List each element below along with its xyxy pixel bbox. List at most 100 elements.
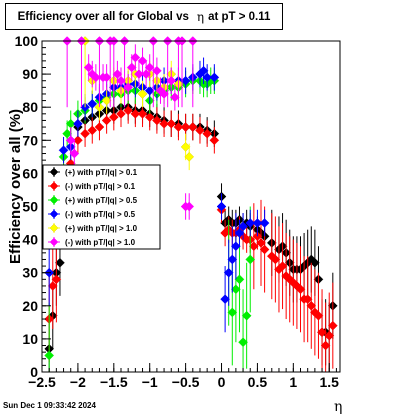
data-point	[144, 62, 155, 73]
data-point	[259, 218, 270, 228]
data-point	[152, 115, 162, 126]
x-tick-label: 0	[218, 374, 226, 390]
data-point	[302, 294, 313, 305]
data-point	[94, 122, 105, 132]
data-point	[101, 95, 112, 106]
data-point	[112, 69, 123, 79]
data-point	[202, 72, 213, 83]
data-point	[234, 228, 245, 238]
data-point	[73, 118, 83, 129]
data-point	[227, 307, 238, 318]
data-point	[209, 72, 220, 83]
legend-marker	[49, 237, 59, 247]
y-tick-label: 10	[22, 331, 38, 347]
data-point	[245, 254, 256, 265]
data-point	[187, 122, 198, 132]
data-point	[83, 62, 94, 73]
data-point	[238, 337, 248, 348]
data-point	[130, 108, 141, 119]
chart-title: Efficiency over all for Global vs η at p…	[5, 3, 283, 30]
data-point	[245, 218, 256, 228]
data-point	[216, 201, 227, 212]
data-point	[69, 148, 80, 159]
data-point	[241, 310, 252, 321]
data-point	[62, 128, 72, 139]
legend: (+) with pT/|q| > 0.1 (-) with pT/|q| > 0…	[42, 164, 161, 250]
y-axis-label: Efficiency over all (%)	[7, 109, 24, 264]
data-point	[116, 75, 126, 86]
data-point	[270, 254, 281, 265]
y-tick-label: 60	[22, 165, 38, 181]
legend-marker	[49, 181, 59, 191]
data-point	[327, 320, 338, 331]
title-eta: η	[196, 9, 205, 24]
data-point	[51, 274, 62, 285]
data-point	[55, 257, 65, 268]
data-point	[47, 281, 58, 291]
data-point	[180, 75, 191, 86]
data-point	[295, 284, 306, 295]
data-point	[73, 135, 83, 146]
data-point	[231, 241, 241, 252]
timestamp-footer: Sun Dec 1 09:33:42 2024	[3, 401, 96, 410]
data-point	[65, 135, 76, 146]
y-tick-label: 20	[22, 298, 38, 314]
data-point	[195, 125, 205, 136]
data-point	[80, 128, 90, 139]
data-point	[137, 56, 148, 66]
data-point	[180, 122, 191, 132]
x-tick-label: 1	[289, 374, 297, 390]
data-point	[277, 261, 288, 271]
data-point	[166, 118, 177, 129]
x-tick-label: −1	[142, 374, 158, 390]
data-point	[101, 72, 112, 83]
data-point	[220, 294, 230, 305]
data-point	[306, 300, 317, 311]
data-point	[44, 350, 55, 361]
legend-marker	[49, 223, 59, 233]
data-point	[108, 112, 119, 122]
data-point	[87, 99, 98, 109]
y-tick-label: 40	[22, 232, 38, 248]
y-tick-label: 80	[22, 99, 38, 115]
data-point	[137, 108, 148, 119]
data-point	[198, 65, 209, 76]
y-tick-label: 0	[30, 364, 38, 380]
legend-entry: (+) with pT/|q| > 0.5	[65, 196, 138, 205]
data-point	[116, 108, 126, 119]
x-tick-label: 0.5	[248, 374, 268, 390]
data-point	[91, 72, 101, 83]
data-point	[202, 128, 213, 139]
data-point	[126, 62, 137, 73]
legend-entry: (-) with pT/|q| > 0.1	[65, 182, 136, 191]
data-point	[227, 254, 238, 265]
data-point	[130, 52, 141, 63]
data-point	[234, 274, 245, 285]
data-point	[324, 330, 335, 341]
x-tick-label: −1.5	[100, 374, 128, 390]
data-point	[123, 105, 134, 116]
data-point	[209, 135, 220, 146]
axes: −2.5 −2 −1.5 −1 −0.5 0 0.5 1 1.5 0 10 20 30 40 50 60 70 8…	[15, 33, 340, 390]
data-point	[134, 69, 144, 79]
data-point	[184, 151, 195, 162]
x-axis-label: η	[334, 399, 342, 414]
legend-entry: (+) with pT/|q| > 0.1	[65, 168, 138, 177]
data-point	[259, 244, 270, 255]
x-tick-label: −2.5	[28, 374, 56, 390]
data-point	[101, 115, 112, 126]
data-point	[144, 112, 155, 122]
y-tick-label: 30	[22, 265, 38, 281]
x-tick-label: −0.5	[172, 374, 200, 390]
legend-entry: (-) with pT/|q| > 0.5	[65, 210, 136, 219]
data-point	[159, 118, 169, 129]
data-point	[256, 238, 266, 248]
data-point	[173, 122, 184, 132]
legend-entry: (-) with pT/|q| > 1.0	[65, 238, 136, 247]
data-point	[58, 145, 69, 156]
data-point	[159, 89, 169, 99]
y-tick-label: 70	[22, 132, 38, 148]
series-5	[62, 36, 198, 220]
title-prefix: Efficiency over all for Global vs	[17, 10, 189, 23]
